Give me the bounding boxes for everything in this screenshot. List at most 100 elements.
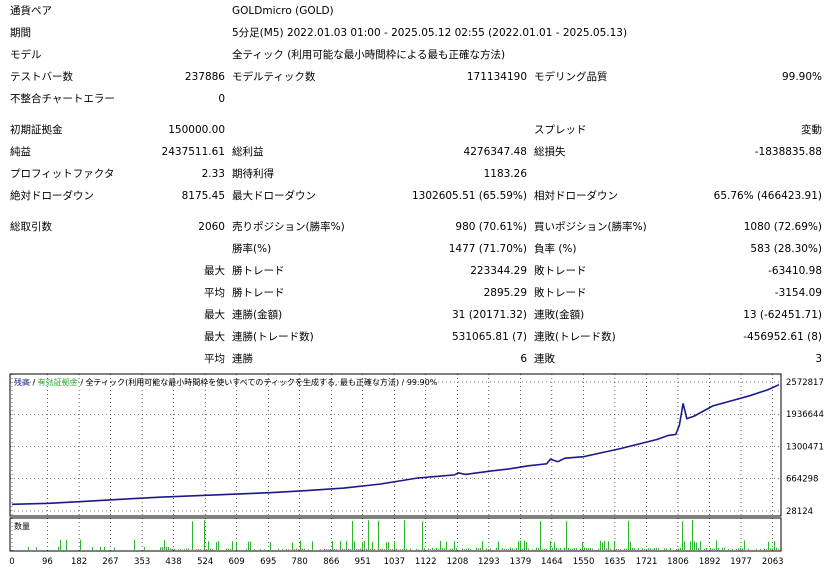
x-tick-label: 951 bbox=[355, 557, 371, 567]
volume-bar bbox=[406, 548, 407, 550]
volume-bar bbox=[658, 548, 659, 550]
volume-bar bbox=[332, 540, 333, 550]
volume-bar bbox=[246, 548, 247, 550]
x-tick-labels: 0 96 182 267 353 438 524 609 695 780 866 951 1037 112… bbox=[9, 557, 783, 567]
bars-value: 237886 bbox=[184, 71, 225, 83]
volume-bar bbox=[404, 520, 405, 550]
max-loss-trade-label: 敗トレード bbox=[534, 265, 587, 277]
volume-bar bbox=[66, 539, 67, 550]
ticks-label: モデルティック数 bbox=[232, 71, 316, 83]
volume-bar bbox=[162, 546, 163, 550]
max-label-3: 最大 bbox=[204, 331, 225, 343]
volume-bar bbox=[360, 548, 361, 550]
volume-bar bbox=[528, 548, 529, 550]
x-tick-label: 1977 bbox=[730, 557, 752, 567]
x-tick-label: 1208 bbox=[447, 557, 469, 567]
profit-factor-value: 2.33 bbox=[201, 168, 225, 180]
chart-legend: 残高 / 有効証拠金 / 全ティック(利用可能な最小時間枠を使いすべてのティック… bbox=[14, 377, 438, 387]
max-label-1: 最大 bbox=[204, 265, 225, 277]
max-consec-losses-label: 連敗(金額) bbox=[534, 309, 585, 321]
volume-bar bbox=[208, 541, 209, 550]
volume-bar bbox=[164, 539, 165, 550]
spread-label: スプレッド bbox=[534, 124, 587, 136]
volume-bar bbox=[776, 547, 777, 550]
gross-profit-label: 総利益 bbox=[232, 146, 264, 158]
deposit-value: 150000.00 bbox=[168, 124, 225, 136]
volume-bar bbox=[348, 548, 349, 550]
volume-bar bbox=[248, 541, 249, 550]
legend-model: 全ティック(利用可能な最小時間枠を使いすべてのティックを生成する, 最も正確な方… bbox=[86, 377, 399, 387]
volume-bar bbox=[218, 541, 219, 550]
volume-bar bbox=[456, 548, 457, 550]
volume-bar bbox=[390, 549, 391, 550]
volume-bar bbox=[732, 548, 733, 550]
volume-bar bbox=[144, 547, 145, 550]
volume-bar bbox=[736, 549, 737, 550]
volume-bar bbox=[172, 548, 173, 550]
volume-bar bbox=[694, 541, 695, 550]
y-tick-label: 664298 bbox=[786, 475, 818, 485]
volume-bar bbox=[236, 541, 237, 550]
max-consec-loss-amount-label: 連敗(トレード数) bbox=[534, 331, 616, 343]
volume-bar bbox=[230, 548, 231, 550]
volume-bar bbox=[452, 548, 453, 550]
volume-bar bbox=[742, 548, 743, 550]
volume-bar bbox=[432, 547, 433, 550]
volume-bar bbox=[516, 547, 517, 550]
volume-bar bbox=[642, 548, 643, 550]
volume-bar bbox=[620, 549, 621, 550]
volume-bar bbox=[512, 548, 513, 550]
volume-bar bbox=[616, 548, 617, 550]
volume-bar bbox=[716, 540, 717, 550]
avg-win-trade-label: 勝トレード bbox=[232, 287, 285, 299]
volume-bar bbox=[382, 548, 383, 550]
avg-label-1: 平均 bbox=[204, 287, 225, 299]
volume-bar bbox=[352, 520, 353, 550]
volume-bar bbox=[644, 548, 645, 550]
volume-bar bbox=[540, 521, 541, 550]
volume-bar bbox=[508, 549, 509, 550]
x-tick-label: 182 bbox=[71, 557, 87, 567]
volume-bar bbox=[722, 547, 723, 550]
x-tick-label: 96 bbox=[42, 557, 53, 567]
volume-bars bbox=[28, 520, 779, 550]
volume-bar bbox=[482, 540, 483, 550]
volume-bar bbox=[714, 549, 715, 550]
short-positions-value: 980 (70.61%) bbox=[455, 221, 527, 233]
volume-bar bbox=[196, 549, 197, 550]
volume-bar bbox=[428, 548, 429, 550]
x-tick-label: 524 bbox=[197, 557, 213, 567]
volume-bar bbox=[582, 541, 583, 550]
volume-bar bbox=[308, 549, 309, 550]
x-tick-label: 1635 bbox=[604, 557, 626, 567]
volume-bar bbox=[664, 548, 665, 550]
volume-bar bbox=[590, 547, 591, 550]
volume-bar bbox=[100, 546, 101, 550]
volume-bar bbox=[260, 549, 261, 550]
volume-bar bbox=[522, 548, 523, 550]
abs-drawdown-label: 絶対ドローダウン bbox=[10, 190, 94, 202]
volume-bar bbox=[210, 548, 211, 550]
volume-bar bbox=[766, 548, 767, 550]
volume-bar bbox=[424, 548, 425, 550]
volume-bar bbox=[580, 548, 581, 550]
volume-bar bbox=[386, 542, 387, 550]
volume-bar bbox=[442, 548, 443, 550]
balance-chart: 2572817 1936644 1300471 664298 28124 0 96 182 2… bbox=[9, 373, 824, 567]
volume-bar bbox=[192, 521, 193, 550]
volume-bar bbox=[556, 547, 557, 550]
volume-bar bbox=[288, 549, 289, 550]
max-consec-loss-amount-value: -456952.61 (8) bbox=[743, 331, 822, 343]
volume-bar bbox=[652, 549, 653, 550]
volume-bar bbox=[574, 548, 575, 550]
period-value: 5分足(M5) 2022.01.03 01:00 - 2025.05.12 02… bbox=[232, 27, 628, 39]
volume-bar bbox=[478, 548, 479, 550]
volume-bar bbox=[466, 548, 467, 550]
chart-grid bbox=[10, 374, 781, 551]
legend-separator-3: / bbox=[399, 378, 407, 387]
short-positions-label: 売りポジション(勝率%) bbox=[232, 221, 345, 233]
volume-bar bbox=[350, 549, 351, 550]
y-tick-labels: 2572817 1936644 1300471 664298 28124 bbox=[786, 378, 824, 517]
volume-bar bbox=[756, 548, 757, 550]
volume-bar bbox=[232, 541, 233, 550]
